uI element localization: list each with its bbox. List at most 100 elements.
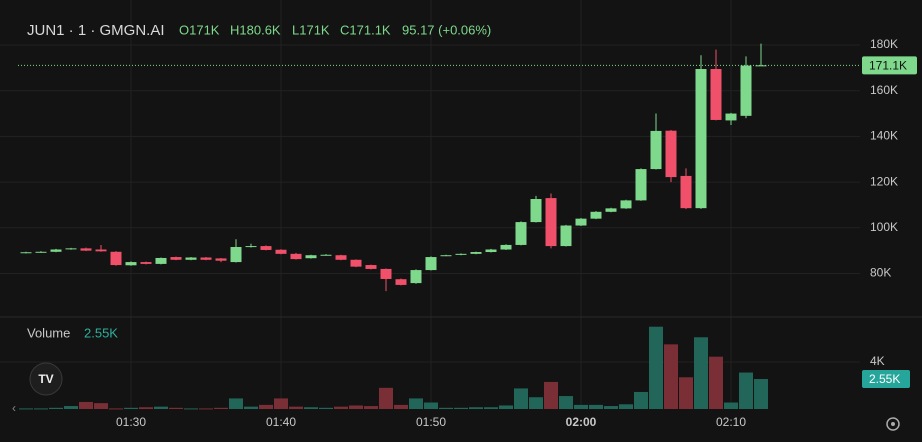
volume-bar [559, 396, 573, 409]
candle-body [110, 251, 122, 266]
volume-bar [619, 404, 633, 409]
volume-bar [124, 407, 138, 409]
candle-body [95, 249, 107, 252]
svg-text:TV: TV [38, 372, 53, 386]
ohlc-high: H180.6K [230, 22, 281, 37]
candle-body [440, 255, 452, 257]
volume-bar [394, 404, 408, 409]
last-volume-badge [862, 370, 910, 389]
candle-body [185, 257, 197, 260]
volume-bar [514, 388, 528, 409]
volume-bar [379, 387, 393, 409]
candle-body [755, 65, 767, 67]
x-tick-label: 02:00 [566, 415, 597, 429]
volume-bar [499, 405, 513, 409]
candle-body [50, 249, 62, 252]
last-volume-label: 2.55K [869, 372, 900, 386]
volume-bar [49, 407, 63, 409]
volume-bar [709, 356, 723, 409]
volume-bar [34, 408, 48, 410]
candle-body [575, 218, 587, 226]
volume-bar [694, 337, 708, 409]
candle-body [680, 175, 692, 209]
candle-body [560, 225, 572, 247]
ohlc-open: O171K [179, 22, 220, 37]
candle-body [665, 130, 677, 178]
x-tick-label: 02:10 [716, 415, 746, 429]
volume-bar [724, 402, 738, 409]
candle-body [530, 199, 542, 223]
volume-bar [199, 408, 213, 410]
ohlc-low: L171K [292, 22, 330, 37]
volume-bar [364, 406, 378, 409]
volume-bar [409, 398, 423, 409]
volume-bar [319, 407, 333, 409]
candle-body [455, 253, 467, 255]
volume-bar [154, 406, 168, 409]
volume-bar [604, 406, 618, 409]
candle-body [635, 169, 647, 201]
volume-bar [574, 404, 588, 409]
last-price-label: 171.1K [869, 59, 907, 73]
y-tick-label: 120K [870, 174, 898, 188]
candle-body [740, 65, 752, 116]
logo[interactable]: TV [29, 362, 63, 396]
volume-bar [229, 398, 243, 409]
ohlc-close: C171.1K [340, 22, 391, 37]
candle-body [350, 259, 362, 267]
candle-body [365, 265, 377, 269]
candle-body [470, 252, 482, 254]
volume-bar [64, 406, 78, 409]
grid [0, 0, 860, 409]
candle-body [425, 257, 437, 271]
candle-body [500, 244, 512, 250]
candle-body [260, 246, 272, 250]
candle-body [170, 257, 182, 260]
volume-bar [139, 407, 153, 409]
volume-bar [664, 344, 678, 409]
volume-bar [544, 381, 558, 409]
last-price-badge [862, 56, 917, 75]
volume-bar [109, 408, 123, 410]
volume-title: Volume [27, 325, 70, 340]
candle-body [710, 69, 722, 120]
candle-body [125, 262, 137, 266]
candle-body [155, 257, 167, 264]
candle-body [290, 253, 302, 260]
candle-body [35, 251, 47, 253]
candle-body [380, 268, 392, 279]
settings-icon[interactable] [886, 417, 900, 431]
volume-bar [259, 404, 273, 409]
volume-bar [634, 391, 648, 409]
y-tick-label: 160K [870, 83, 898, 97]
candle-body [65, 248, 77, 250]
candle-body [245, 246, 257, 248]
volume-bar [649, 326, 663, 409]
y-tick-label: 180K [870, 37, 898, 51]
x-tick-label: 01:30 [116, 415, 146, 429]
candle-body [80, 248, 92, 251]
candle-body [215, 258, 227, 261]
volume-bar [454, 407, 468, 409]
volume-bar [169, 407, 183, 409]
y-tick-label: 140K [870, 129, 898, 143]
candle-body [650, 130, 662, 170]
volume-bar [484, 407, 498, 409]
candle-body [620, 200, 632, 209]
candle-body [275, 249, 287, 254]
candle-body [725, 113, 737, 121]
volume-legend-value: 2.55K [84, 325, 118, 340]
volume-bar [439, 407, 453, 409]
volume-bar [304, 407, 318, 409]
volume-bar [739, 372, 753, 409]
y-tick-label: 80K [870, 266, 891, 280]
candle-body [335, 255, 347, 260]
candle-body [545, 198, 557, 247]
volume-bar [469, 407, 483, 409]
candle-body [395, 279, 407, 285]
volume-bar [274, 398, 288, 409]
scroll-left[interactable]: ‹ [12, 401, 16, 415]
volume-bar [79, 401, 93, 409]
